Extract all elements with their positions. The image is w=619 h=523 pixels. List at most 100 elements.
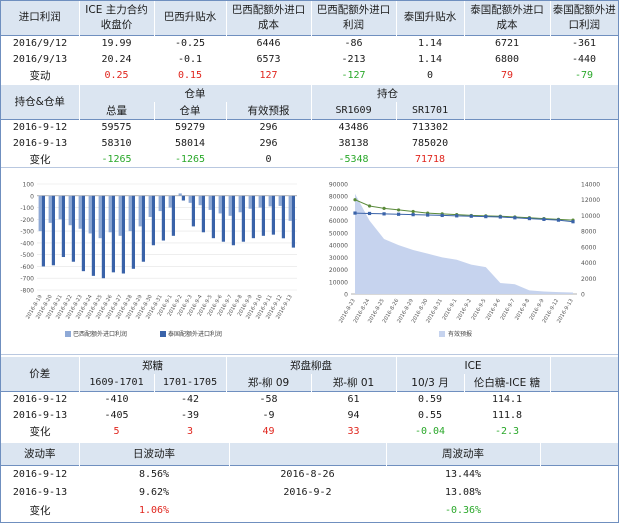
y-right-tick-label: 4000	[581, 260, 596, 267]
header-cell-empty	[549, 374, 618, 391]
table-cell: -127	[341, 69, 366, 81]
table-cell: 13.44%	[444, 468, 482, 480]
bar	[61, 195, 65, 258]
bar	[108, 195, 112, 233]
line-point	[353, 211, 357, 215]
table-row: 2016-9-13 9.62% 2016-9-2 13.08%	[1, 483, 618, 501]
header-cell: 泰国配额外进口成本	[463, 1, 550, 35]
bar	[261, 195, 265, 236]
positions-group-row: 持仓&仓单 仓单 持仓	[1, 85, 619, 108]
table-cell: 1.06%	[138, 504, 170, 516]
table-cell: 111.8	[491, 409, 523, 421]
charts-panel: 100 0 -100 -200 -300 -400 -500 -600 -700 -800 2016…	[1, 167, 618, 355]
table-cell: 2016-8-26	[280, 468, 335, 480]
line-point	[527, 216, 531, 221]
table-cell: 59279	[174, 121, 206, 133]
table-row: 2016-9-13 -405 -39 -9 94 0.55 111.8	[1, 407, 618, 423]
bar	[81, 195, 85, 272]
y-tick-label: 100	[23, 182, 35, 189]
row-label: 2016-9-12	[12, 468, 68, 480]
table-cell: -410	[104, 393, 129, 405]
table-cell: 0	[426, 69, 434, 81]
line-point	[382, 212, 386, 216]
table-cell: 6721	[494, 37, 520, 49]
header-cell: 巴西升贴水	[153, 1, 226, 35]
bar	[98, 195, 102, 239]
line-series	[354, 199, 574, 221]
table-cell	[229, 501, 386, 519]
import-profit-header-row: 进口利润 ICE 主力合约收盘价 巴西升贴水 巴西配额外进口成本 巴西配额外进口…	[1, 1, 618, 35]
row-label: 2016-9-13	[12, 486, 68, 498]
bar	[231, 195, 235, 246]
line-point	[397, 212, 401, 216]
bar	[198, 195, 202, 206]
line-point	[411, 209, 415, 214]
bar	[288, 195, 292, 221]
table-row: 2016-9-12 8.56% 2016-8-26 13.44%	[1, 465, 618, 483]
y-left-tick-label: 90000	[329, 182, 348, 189]
header-cell: 有效预报	[225, 102, 312, 119]
table-cell: -213	[341, 53, 366, 65]
table-cell: 58014	[174, 137, 206, 149]
table-cell: 713302	[411, 121, 449, 133]
line-series	[354, 212, 574, 223]
table-cell: 296	[259, 137, 278, 149]
table-cell-empty	[540, 501, 618, 519]
bar	[181, 195, 185, 201]
y-left-tick-label: 50000	[329, 230, 348, 237]
table-cell: 296	[259, 121, 278, 133]
bar	[291, 195, 295, 248]
bar	[251, 195, 255, 239]
area-series	[355, 193, 573, 294]
bar	[241, 195, 245, 242]
header-cell: 1609-1701	[78, 374, 154, 391]
table-cell: 0.59	[417, 393, 443, 405]
table-cell: -1265	[174, 153, 206, 165]
table-cell-empty	[550, 407, 618, 423]
table-cell: -79	[574, 69, 594, 81]
bar	[88, 195, 92, 234]
table-row: 2016-9-12 -410 -42 -58 61 0.59 114.1	[1, 391, 618, 407]
group-header-zhengtang: 郑糖	[78, 357, 226, 374]
spread-header-row: 1609-1701 1701-1705 郑-柳 09 郑-柳 01 10/3 月…	[1, 374, 618, 391]
legend-label: 有效预报	[448, 330, 472, 338]
y-left-tick-label: 40000	[329, 243, 348, 250]
row-label: 2016/9/12	[12, 37, 68, 49]
table-cell: 9.62%	[138, 486, 170, 498]
table-cell-empty	[464, 151, 550, 167]
bar	[141, 195, 145, 262]
table-cell-empty	[550, 151, 618, 167]
warehouse-line-chart: 0100002000030000400005000060000700008000…	[329, 182, 600, 339]
bar	[271, 195, 275, 235]
bar	[248, 195, 252, 209]
table-row: 变化 -1265 -1265 0 -5348 71718	[1, 151, 618, 167]
table-cell: -0.1	[177, 53, 203, 65]
table-cell: -0.25	[174, 37, 206, 49]
table-cell: -0.36%	[444, 504, 482, 516]
y-right-tick-label: 8000	[581, 229, 596, 236]
bar	[158, 195, 162, 212]
y-left-tick-label: 20000	[329, 267, 348, 274]
table-cell: 79	[500, 69, 514, 81]
positions-header-row: 总量 仓单 有效预报 SR1609 SR1701	[1, 102, 619, 119]
y-tick-label: -100	[20, 205, 34, 212]
bar	[188, 195, 192, 203]
line-point	[426, 213, 430, 217]
header-cell: 进口利润	[18, 11, 61, 24]
bar	[58, 195, 62, 220]
line-point	[353, 198, 357, 202]
table-cell: -1265	[101, 153, 132, 165]
volatility-table: 波动率 日波动率 周波动率 2016-9-12 8.56% 2016-8-26 …	[1, 443, 618, 519]
legend-label: 泰国配额外进口利润	[168, 330, 222, 338]
bar	[151, 195, 155, 246]
y-right-tick-label: 6000	[581, 244, 596, 251]
bar	[78, 195, 82, 229]
header-cell: 日波动率	[78, 443, 229, 465]
table-cell: 71718	[414, 153, 446, 165]
bar	[118, 195, 122, 236]
table-cell: -58	[259, 393, 278, 405]
table-row: 2016-9-13 58310 58014 296 38138 785020	[1, 135, 618, 151]
row-label: 变化	[29, 504, 51, 517]
table-cell: 114.1	[491, 393, 523, 405]
group-header-zhengliu: 郑盘柳盘	[225, 357, 396, 374]
